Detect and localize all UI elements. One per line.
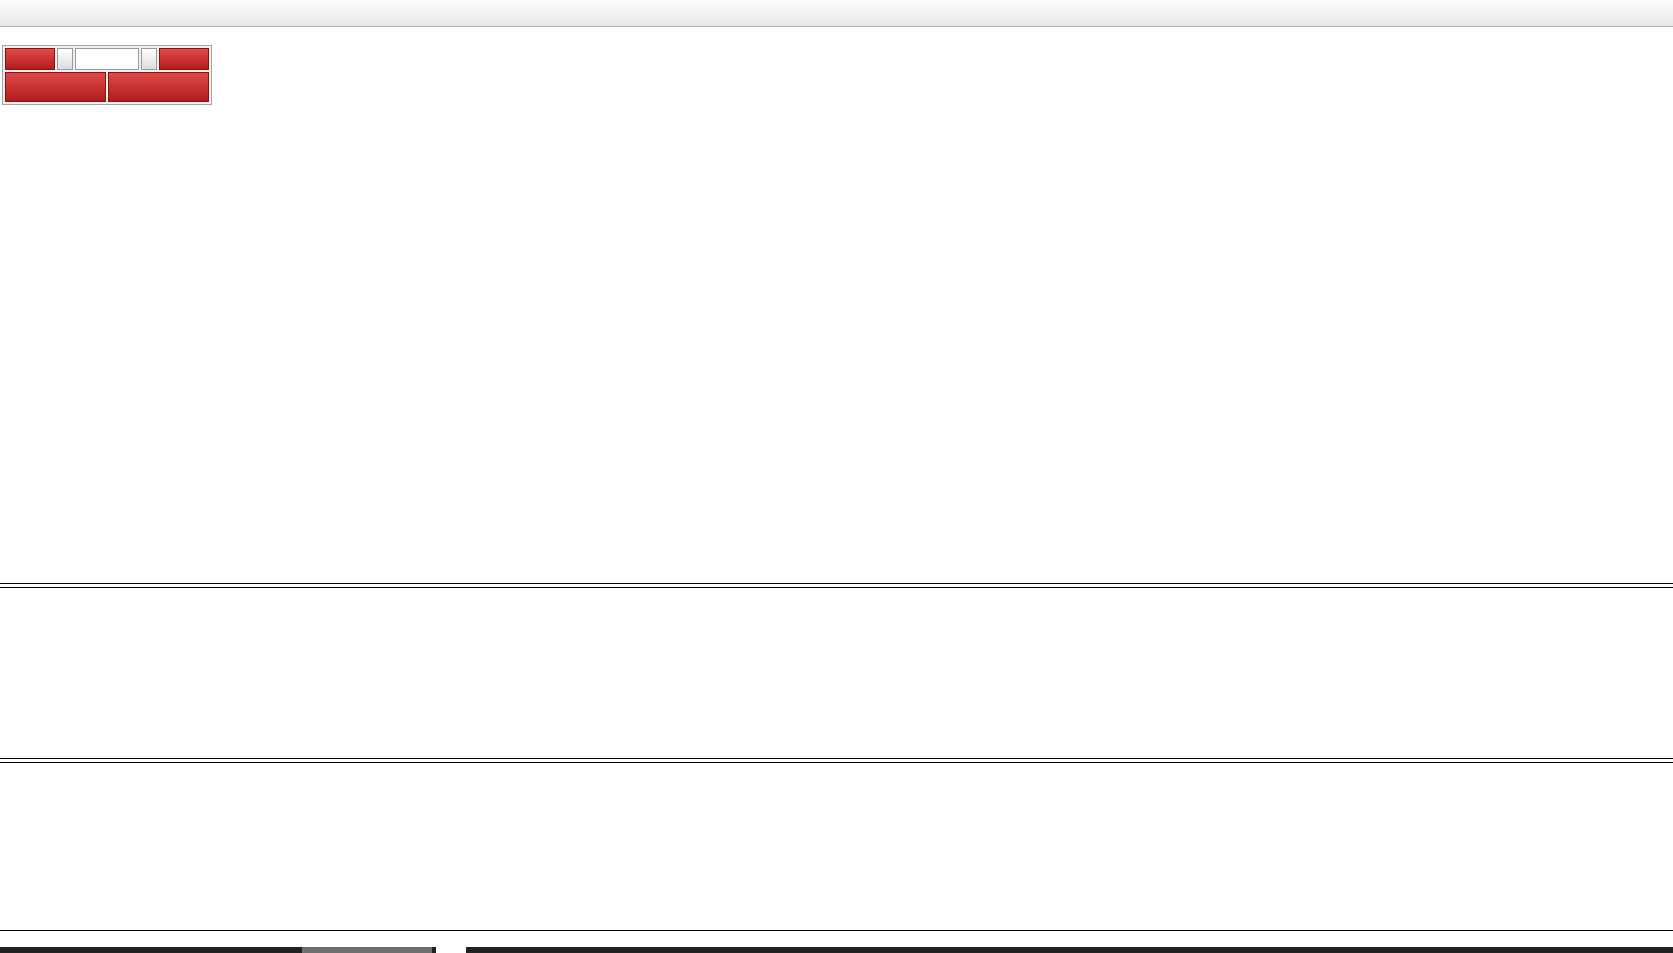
sell-price-display[interactable]: [5, 72, 106, 102]
toolbar: [0, 0, 1673, 27]
rsi-indicator-panel[interactable]: [0, 763, 1673, 930]
status-strip-segment: [436, 947, 466, 953]
time-axis[interactable]: [0, 930, 1673, 947]
panel-separator[interactable]: [0, 758, 1673, 763]
volume-decrease-button[interactable]: [57, 48, 73, 70]
volume-input[interactable]: [75, 48, 139, 70]
buy-price-display[interactable]: [108, 72, 209, 102]
status-strip: [0, 947, 1673, 953]
one-click-trade-panel: [2, 45, 212, 105]
sell-button[interactable]: [5, 48, 55, 70]
macd-indicator-panel[interactable]: [0, 588, 1673, 758]
buy-button[interactable]: [159, 48, 209, 70]
volume-increase-button[interactable]: [141, 48, 157, 70]
status-strip-segment: [302, 947, 432, 953]
panel-separator[interactable]: [0, 583, 1673, 588]
main-price-chart[interactable]: [0, 27, 1673, 583]
